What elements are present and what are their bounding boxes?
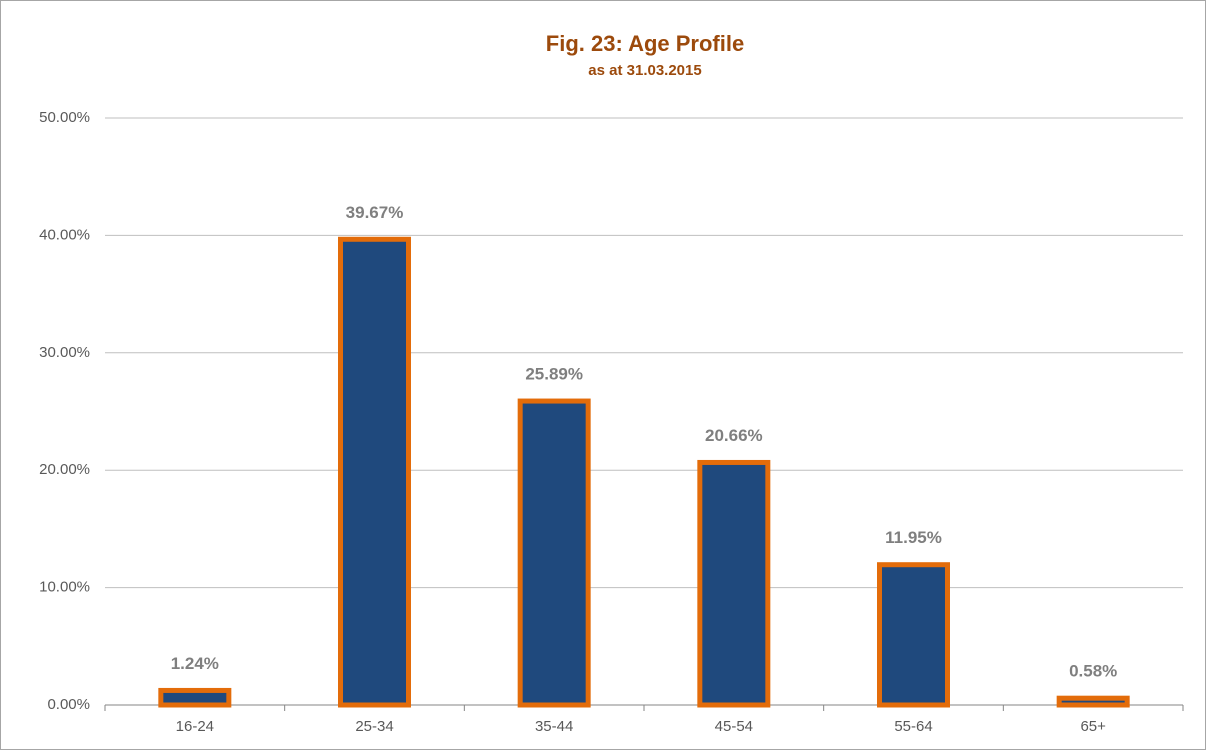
x-tick-label: 45-54 [715,718,753,735]
y-tick-label: 30.00% [39,344,90,361]
bar [517,398,591,708]
x-tick-label: 25-34 [355,718,393,735]
x-tick-label: 16-24 [176,718,214,735]
x-tick-label: 35-44 [535,718,573,735]
data-label: 1.24% [171,654,219,673]
data-label: 11.95% [885,528,942,547]
chart-title: Fig. 23: Age Profile [546,31,744,56]
bar [1056,695,1130,708]
bar [697,459,771,708]
y-tick-label: 40.00% [39,226,90,243]
data-label: 20.66% [705,426,763,445]
y-tick-label: 20.00% [39,461,90,478]
y-tick-label: 10.00% [39,579,90,596]
x-tick-label: 55-64 [894,718,932,735]
y-tick-label: 50.00% [39,109,90,126]
data-label: 39.67% [346,203,404,222]
x-tick-label: 65+ [1080,718,1106,735]
data-label: 25.89% [525,365,583,384]
bar [877,562,950,708]
data-label: 0.58% [1069,662,1117,681]
chart-subtitle: as at 31.03.2015 [588,62,701,79]
y-tick-label: 0.00% [47,696,90,713]
bar [158,687,232,708]
bar [338,236,411,708]
